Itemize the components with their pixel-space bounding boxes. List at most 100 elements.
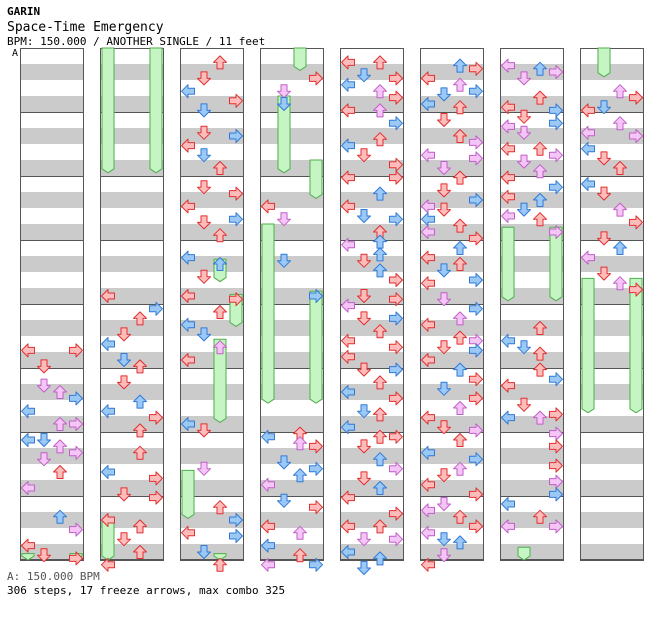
beat-band: [100, 384, 164, 400]
step-arrow-up: [453, 362, 467, 377]
step-arrow-left: [341, 298, 355, 313]
step-arrow-up: [453, 100, 467, 115]
step-arrow-right: [229, 529, 243, 543]
step-arrow-left: [501, 58, 515, 73]
step-arrow-up: [373, 186, 387, 201]
step-arrow-left: [101, 289, 115, 303]
step-arrow-left: [501, 141, 515, 156]
beat-band: [340, 128, 404, 144]
step-arrow-right: [389, 340, 403, 355]
beat-band: [100, 128, 164, 144]
beat-band: [340, 256, 404, 272]
beat-band: [260, 352, 324, 368]
step-arrow-left: [501, 410, 515, 425]
beat-band: [580, 512, 644, 528]
beat-band: [580, 96, 644, 112]
beat-band: [340, 416, 404, 432]
beat-band: [500, 64, 564, 80]
step-arrow-up: [533, 346, 547, 361]
step-arrow-down: [437, 497, 451, 511]
step-arrow-right: [549, 180, 563, 195]
beat-band: [500, 224, 564, 240]
freeze-arrow-right: [629, 277, 643, 414]
freeze-arrow-right: [309, 159, 323, 200]
step-arrow-up: [453, 433, 467, 447]
column-border: [500, 48, 564, 560]
beat-band: [420, 416, 484, 432]
step-arrow-left: [101, 513, 115, 527]
beat-band: [20, 288, 84, 304]
step-arrow-up: [213, 257, 227, 271]
chart-column: [260, 47, 324, 572]
step-arrow-down: [37, 548, 51, 563]
beat-band: [180, 416, 244, 432]
step-arrow-left: [181, 138, 195, 153]
step-arrow-right: [149, 490, 163, 505]
beat-band: [100, 224, 164, 240]
beat-band: [500, 544, 564, 560]
freeze-arrow-left: [21, 553, 35, 561]
step-arrow-up: [613, 84, 627, 99]
beat-band: [260, 480, 324, 496]
step-arrow-right: [549, 65, 563, 79]
step-arrow-right: [309, 439, 323, 454]
beat-band: [100, 352, 164, 368]
step-arrow-left: [181, 84, 195, 99]
step-arrow-down: [597, 100, 611, 115]
step-arrow-down: [357, 362, 371, 377]
step-arrow-down: [437, 340, 451, 355]
step-arrow-left: [181, 525, 195, 540]
step-arrow-down: [197, 148, 211, 163]
step-arrow-up: [373, 375, 387, 390]
freeze-arrow-left: [581, 277, 595, 414]
step-arrow-up: [533, 362, 547, 377]
step-arrow-right: [549, 148, 563, 163]
step-arrow-right: [229, 212, 243, 227]
step-arrow-down: [357, 253, 371, 268]
step-arrow-right: [629, 90, 643, 105]
step-arrow-right: [309, 500, 323, 515]
step-arrow-down: [197, 545, 211, 559]
beat-band: [420, 96, 484, 112]
step-arrow-up: [613, 202, 627, 217]
step-arrow-down: [437, 183, 451, 198]
step-arrow-right: [69, 522, 83, 537]
step-arrow-up: [373, 103, 387, 118]
step-arrow-down: [277, 493, 291, 508]
step-arrow-right: [549, 372, 563, 387]
beat-band: [500, 352, 564, 368]
column-border: [20, 48, 84, 560]
step-arrow-right: [389, 116, 403, 131]
step-arrow-up: [213, 228, 227, 243]
step-arrow-right: [229, 513, 243, 527]
step-arrow-right: [149, 301, 163, 316]
step-arrow-down: [117, 327, 131, 342]
step-arrow-down: [197, 71, 211, 86]
beat-band: [20, 160, 84, 176]
step-arrow-up: [373, 247, 387, 262]
step-arrow-up: [53, 439, 67, 454]
step-arrow-up: [53, 509, 67, 524]
step-arrow-up: [213, 557, 227, 572]
step-arrow-up: [453, 129, 467, 143]
beat-band: [580, 480, 644, 496]
beat-band: [180, 384, 244, 400]
step-arrow-left: [101, 557, 115, 572]
beat-band: [20, 480, 84, 496]
step-arrow-down: [437, 532, 451, 547]
step-arrow-left: [421, 525, 435, 540]
beat-band: [580, 288, 644, 304]
step-arrow-right: [469, 519, 483, 534]
step-arrow-right: [229, 186, 243, 201]
step-arrow-up: [453, 58, 467, 73]
step-arrow-up: [453, 461, 467, 476]
step-arrow-left: [181, 317, 195, 332]
step-arrow-right: [629, 282, 643, 297]
beat-band: [20, 128, 84, 144]
step-arrow-right: [469, 372, 483, 387]
section-marker: A: [12, 48, 19, 59]
freeze-arrow-up: [213, 553, 227, 561]
step-arrow-right: [309, 71, 323, 86]
step-arrow-right: [549, 458, 563, 473]
beat-band: [420, 512, 484, 528]
